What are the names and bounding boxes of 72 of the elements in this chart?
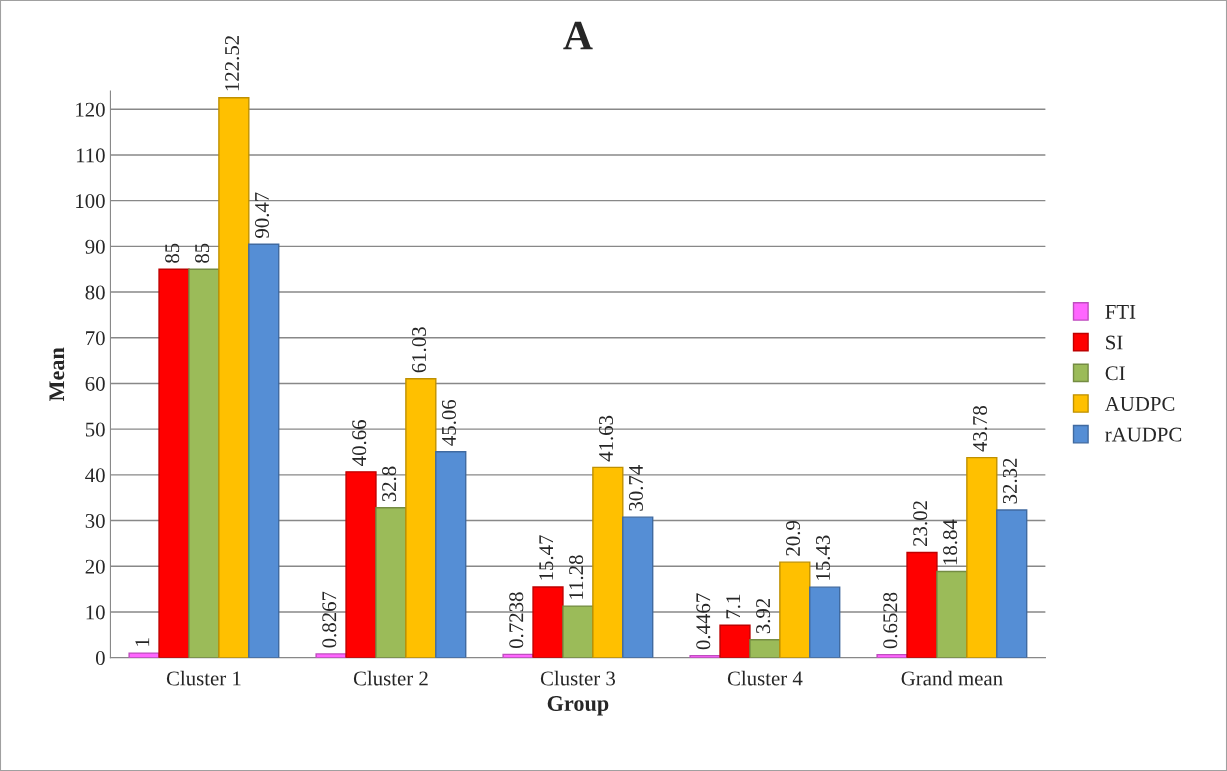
data-label: 0.4467 — [696, 593, 711, 650]
data-label: 0.6528 — [883, 592, 898, 649]
x-tick-label: Grand mean — [901, 670, 1003, 686]
bar — [248, 243, 280, 658]
legend-label: rAUDPC — [1105, 427, 1182, 442]
legend-label: AUDPC — [1104, 396, 1175, 411]
data-label: 3.92 — [756, 598, 771, 634]
y-tick-label: 100 — [76, 194, 105, 209]
data-label: 32.32 — [1002, 458, 1018, 504]
bar — [592, 466, 624, 658]
bar — [966, 456, 998, 658]
data-label: 18.84 — [943, 519, 958, 565]
bar — [719, 624, 751, 658]
y-tick-label: 110 — [76, 148, 105, 163]
data-label: 30.74 — [628, 465, 644, 511]
data-label: 0.7238 — [509, 592, 524, 649]
x-tick-label: Cluster 1 — [166, 670, 241, 686]
bar — [218, 97, 250, 658]
bar — [622, 516, 654, 658]
data-label: 90.47 — [254, 192, 270, 238]
bar — [906, 551, 938, 658]
data-label: 0.8267 — [322, 591, 337, 648]
bar — [749, 639, 781, 658]
data-label: 43.78 — [972, 405, 988, 452]
x-axis-title: Group — [547, 696, 609, 716]
x-tick-label: Cluster 4 — [727, 670, 803, 686]
data-label: 85 — [165, 243, 180, 263]
x-tick-label: Cluster 2 — [353, 670, 428, 686]
data-label: 122.52 — [225, 36, 240, 91]
data-label: 7.1 — [726, 594, 741, 619]
data-label: 32.8 — [382, 466, 397, 502]
bar — [405, 378, 437, 658]
data-label: 40.66 — [352, 420, 367, 466]
bar — [562, 605, 594, 658]
y-tick-label: 70 — [86, 331, 105, 346]
y-tick-label: 80 — [85, 285, 105, 300]
data-label: 45.06 — [441, 399, 457, 446]
x-tick-label: Cluster 3 — [540, 670, 616, 686]
y-tick-label: 120 — [76, 102, 105, 117]
bar — [435, 451, 467, 658]
bar — [128, 652, 160, 658]
y-axis-title: Mean — [49, 347, 65, 402]
data-label: 11.28 — [569, 555, 584, 599]
bar — [936, 570, 968, 658]
legend-label: CI — [1105, 366, 1125, 381]
y-tick-label: 0 — [95, 651, 105, 666]
bar — [188, 268, 220, 658]
y-tick-label: 60 — [85, 376, 105, 391]
data-label: 15.47 — [539, 535, 554, 580]
y-tick-label: 10 — [86, 605, 105, 620]
bar — [345, 471, 377, 658]
data-label: 15.43 — [815, 535, 831, 580]
data-label: 20.9 — [785, 520, 801, 556]
data-label: 85 — [195, 243, 210, 263]
y-tick-label: 30 — [85, 513, 105, 528]
legend-label: SI — [1106, 335, 1123, 350]
bar — [158, 268, 190, 658]
y-tick-label: 20 — [85, 559, 105, 574]
bar — [779, 561, 811, 658]
y-tick-label: 40 — [85, 468, 105, 483]
chart-title: A — [563, 21, 593, 50]
bar — [532, 586, 564, 658]
data-label: 61.03 — [412, 327, 427, 373]
data-label: 23.02 — [913, 501, 928, 546]
bar — [809, 586, 841, 658]
bar — [375, 507, 407, 658]
y-tick-label: 90 — [85, 239, 105, 254]
data-label: 41.63 — [599, 415, 614, 462]
legend-label: FTI — [1105, 305, 1136, 319]
data-label: 1 — [135, 638, 150, 646]
bar — [996, 509, 1028, 658]
y-tick-label: 50 — [85, 422, 105, 437]
